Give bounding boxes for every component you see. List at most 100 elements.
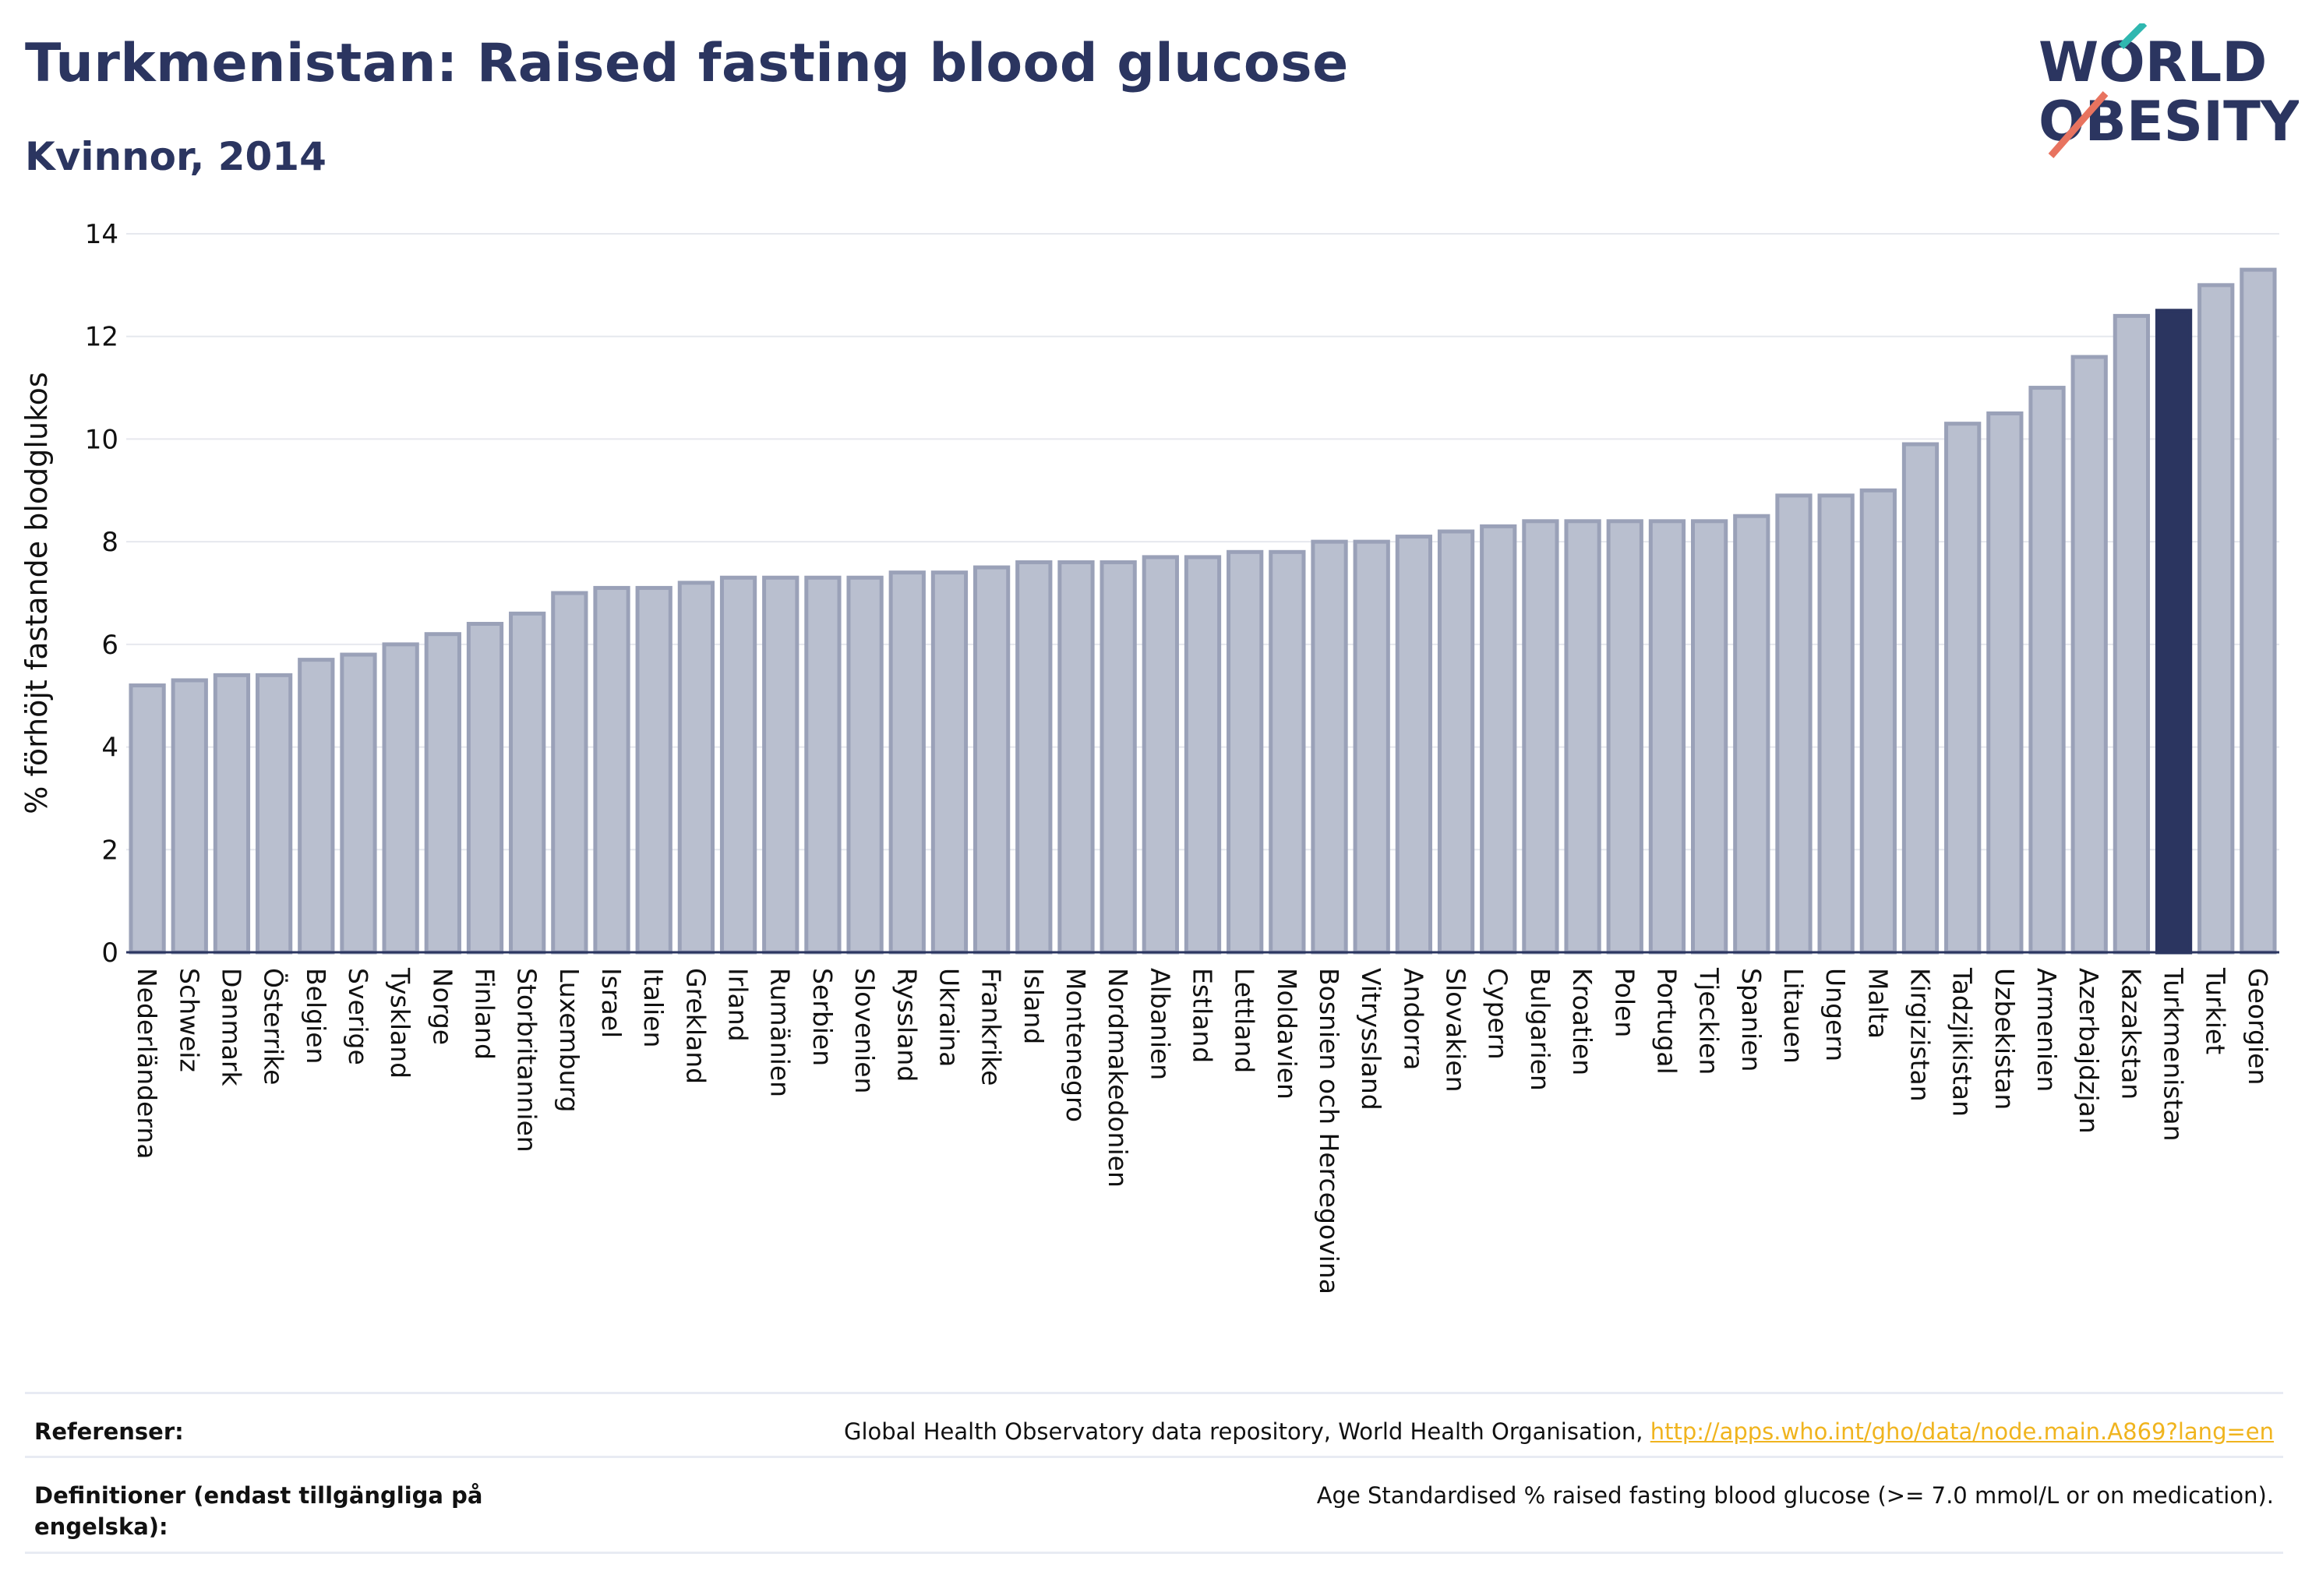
x-tick-label: Litauen (1778, 968, 1809, 1064)
bar (340, 652, 377, 955)
bar (1015, 560, 1053, 955)
bar (1564, 519, 1601, 955)
x-tick-label: Azerbajdzjan (2074, 968, 2104, 1134)
x-tick-label: Cypern (1483, 968, 1513, 1060)
chart-subtitle: Kvinnor, 2014 (25, 134, 327, 179)
bar (424, 632, 461, 955)
x-tick-label: Estland (1188, 968, 1218, 1063)
bar (255, 673, 293, 955)
x-tick-label: Rumänien (765, 968, 796, 1097)
bar (1648, 519, 1686, 955)
x-tick-label: Vitryssland (1356, 968, 1386, 1110)
x-tick-label: Turkmenistan (2159, 967, 2189, 1142)
x-tick-label: Nederländerna (132, 968, 162, 1160)
y-tick-label: 6 (101, 630, 118, 661)
bar (635, 585, 672, 955)
bar (1480, 524, 1517, 955)
definitions-row: Definitioner (endast tillgängliga på eng… (25, 1456, 2283, 1554)
x-tick-labels: Nederländerna Schweiz Danmark Österrike Belg… (132, 967, 2273, 1294)
x-tick-label: Uzbekistan (1989, 968, 2020, 1110)
x-tick-label: Frankrike (976, 968, 1007, 1086)
y-tick-label: 2 (101, 835, 118, 866)
bar (2028, 386, 2066, 955)
bar (762, 575, 800, 955)
logo-text-line1: WORLD (2038, 30, 2267, 94)
bar (1100, 560, 1137, 955)
x-tick-label: Bosnien och Hercegovina (1314, 968, 1344, 1294)
x-tick-label: Island (1018, 968, 1049, 1044)
references-label: Referenser: (34, 1418, 184, 1445)
bar (1269, 549, 1306, 955)
x-tick-label: Bulgarien (1525, 968, 1555, 1091)
x-tick-label: Slovakien (1441, 968, 1471, 1093)
y-axis-title: % förhöjt fastande blodglukos (19, 372, 54, 814)
x-tick-label: Schweiz (174, 968, 204, 1072)
y-tick-labels: 0 2 4 6 8 10 12 14 (85, 219, 118, 969)
world-obesity-logo: WORLD OBESITY (2038, 23, 2299, 158)
bar (466, 622, 504, 955)
x-tick-label: Slovenien (849, 968, 880, 1093)
bar (677, 581, 715, 955)
x-tick-label: Tyskland (385, 967, 415, 1079)
references-value: Global Health Observatory data repositor… (844, 1416, 2274, 1447)
x-tick-label: Serbien (807, 968, 838, 1066)
bar (1522, 519, 1559, 955)
logo-slash-teal (2118, 23, 2148, 50)
references-row: Referenser: Global Health Observatory da… (25, 1392, 2283, 1456)
bar (298, 658, 335, 955)
definitions-value: Age Standardised % raised fasting blood … (1316, 1482, 2274, 1509)
x-tick-label: Ungern (1820, 968, 1851, 1061)
bar (719, 575, 757, 955)
x-tick-label: Andorra (1398, 968, 1428, 1070)
chart-title: Turkmenistan: Raised fasting blood gluco… (25, 33, 1349, 94)
x-tick-label: Belgien (301, 968, 331, 1064)
x-tick-label: Danmark (216, 968, 246, 1086)
bar (129, 683, 166, 955)
bar (1901, 442, 1940, 955)
x-tick-label: Polen (1609, 968, 1640, 1037)
y-tick-label: 8 (101, 527, 118, 558)
x-tick-label: Kirgizistan (1905, 968, 1936, 1102)
x-tick-label: Turkiet (2201, 967, 2231, 1054)
x-tick-label: Montenegro (1061, 968, 1091, 1122)
y-tick-label: 4 (101, 733, 118, 764)
x-tick-label: Armenien (2031, 968, 2062, 1092)
x-tick-label: Storbritannien (512, 968, 542, 1153)
bar (930, 570, 969, 955)
bar (1817, 493, 1855, 955)
bar (213, 673, 251, 955)
x-tick-label: Kroatien (1567, 968, 1597, 1075)
x-tick-label: Nordmakedonien (1103, 968, 1133, 1188)
x-tick-label: Albanien (1145, 968, 1175, 1080)
x-tick-label: Ryssland (891, 968, 922, 1082)
y-tick-label: 10 (85, 424, 118, 455)
bar (1057, 560, 1095, 955)
x-tick-label: Spanien (1736, 968, 1767, 1072)
references-text: Global Health Observatory data repositor… (843, 1418, 1650, 1445)
x-tick-label: Georgien (2243, 968, 2273, 1085)
bar (1227, 549, 1264, 955)
x-tick-label: Norge (427, 968, 457, 1045)
x-tick-label: Finland (470, 968, 500, 1060)
bar (846, 575, 884, 955)
bar (1353, 539, 1390, 955)
y-tick-label: 12 (85, 322, 118, 353)
bars (129, 267, 2277, 955)
x-tick-label: Italien (638, 968, 669, 1047)
bar (1606, 519, 1643, 955)
bar (382, 642, 419, 955)
bar-highlight (2155, 309, 2193, 955)
bar (1733, 514, 1770, 955)
bar (1311, 539, 1348, 955)
bar (1944, 422, 1982, 955)
x-tick-label: Luxemburg (554, 968, 584, 1112)
bar (804, 575, 842, 955)
bar (1142, 555, 1179, 955)
x-tick-label: Kazakstan (2116, 968, 2146, 1100)
x-tick-label: Österrike (259, 968, 290, 1085)
x-tick-label: Irland (723, 968, 754, 1042)
bar (1437, 529, 1475, 955)
x-tick-label: Portugal (1651, 968, 1682, 1075)
references-link[interactable]: http://apps.who.int/gho/data/node.main.A… (1650, 1418, 2274, 1445)
bar-chart: 0 2 4 6 8 10 12 14 Nederländerna Schweiz Danmark Ö… (19, 219, 2279, 1294)
